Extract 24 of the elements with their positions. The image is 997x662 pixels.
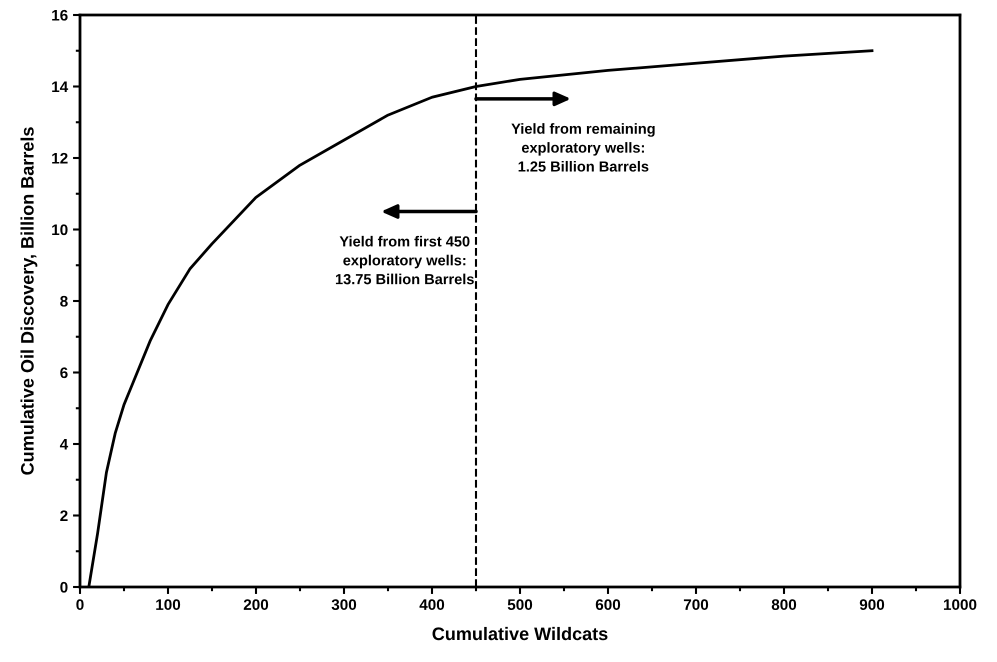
y-tick-label: 14: [52, 82, 68, 92]
x-tick-label: 1000: [944, 599, 976, 610]
annotation: Yield from remaining exploratory wells: 1.25 Billion Barrels: [511, 123, 655, 172]
x-tick-label: 300: [332, 599, 356, 610]
x-tick-label: 0: [76, 599, 84, 610]
x-tick-label: 500: [508, 599, 532, 610]
y-tick-label: 4: [60, 439, 68, 450]
x-axis-title: Cumulative Wildcats: [432, 626, 608, 640]
y-tick-label: 2: [60, 510, 68, 522]
y-axis-title: Cumulative Oil Discovery, Billion Barrels: [20, 127, 38, 475]
y-tick-label: 8: [60, 296, 68, 307]
y-tick-label: 12: [52, 152, 68, 164]
x-tick-label: 400: [419, 599, 444, 610]
x-tick-label: 600: [596, 599, 620, 610]
y-tick-label: 0: [60, 582, 68, 593]
x-tick-label: 200: [244, 599, 268, 610]
x-tick-label: 100: [156, 599, 180, 610]
x-tick-label: 800: [772, 599, 796, 610]
y-tick-label: 16: [52, 10, 68, 21]
y-tick-label: 10: [52, 224, 68, 236]
annotation: Yield from first 450 exploratory wells: 13.75 Billion Barrels: [336, 236, 474, 284]
x-tick-label: 700: [684, 599, 708, 610]
x-tick-label: 900: [860, 599, 884, 610]
y-tick-label: 6: [60, 367, 68, 378]
